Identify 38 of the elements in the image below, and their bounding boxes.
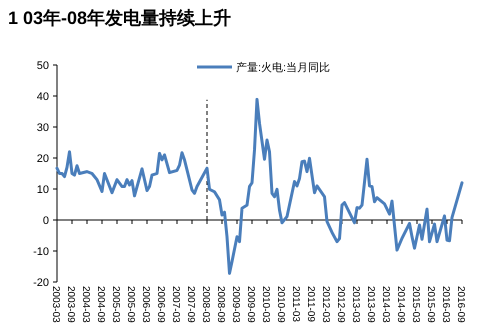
x-tick-label: 2010-09 (275, 286, 286, 324)
x-tick-label: 2004-09 (95, 286, 106, 324)
x-tick-label: 2008-03 (200, 286, 211, 324)
y-tick-label: 30 (36, 122, 49, 134)
x-tick-label: 2013-03 (350, 286, 361, 324)
y-tick-label: 20 (36, 153, 49, 165)
y-tick-label: 50 (36, 60, 49, 72)
x-tick-label: 2014-09 (395, 286, 406, 324)
x-tick-label: 2011-03 (290, 286, 301, 322)
y-tick-label: 0 (42, 215, 49, 227)
x-tick-label: 2003-03 (50, 286, 61, 324)
x-tick-label: 2004-03 (80, 286, 91, 324)
x-tick-label: 2007-03 (170, 286, 181, 324)
x-tick-label: 2016-03 (440, 286, 451, 324)
x-tick-label: 2008-09 (215, 286, 226, 324)
chart-title: 1 03年-08年发电量持续上升 (8, 8, 232, 28)
x-tick-label: 2011-09 (305, 286, 316, 322)
x-tick-label: 2014-03 (380, 286, 391, 324)
x-tick-label: 2015-09 (425, 286, 436, 324)
x-tick-label: 2012-09 (335, 286, 346, 324)
x-tick-label: 2003-09 (65, 286, 76, 324)
x-tick-label: 2005-03 (110, 286, 121, 324)
x-tick-label: 2010-03 (260, 286, 271, 324)
x-tick-label: 2016-09 (455, 286, 466, 324)
y-tick-label: 40 (36, 91, 49, 103)
x-tick-label: 2007-09 (185, 286, 196, 324)
x-tick-label: 2009-09 (245, 286, 256, 324)
y-tick-label: -20 (33, 277, 49, 289)
x-tick-label: 2015-03 (410, 286, 421, 324)
x-tick-label: 2006-09 (155, 286, 166, 324)
x-tick-label: 2006-03 (140, 286, 151, 324)
x-tick-label: 2013-09 (365, 286, 376, 324)
x-tick-label: 2009-03 (230, 286, 241, 324)
y-tick-label: 10 (36, 184, 49, 196)
legend-label: 产量:火电:当月同比 (236, 61, 330, 74)
x-tick-label: 2005-09 (125, 286, 136, 324)
x-tick-label: 2012-03 (320, 286, 331, 324)
y-tick-label: -10 (33, 246, 49, 258)
